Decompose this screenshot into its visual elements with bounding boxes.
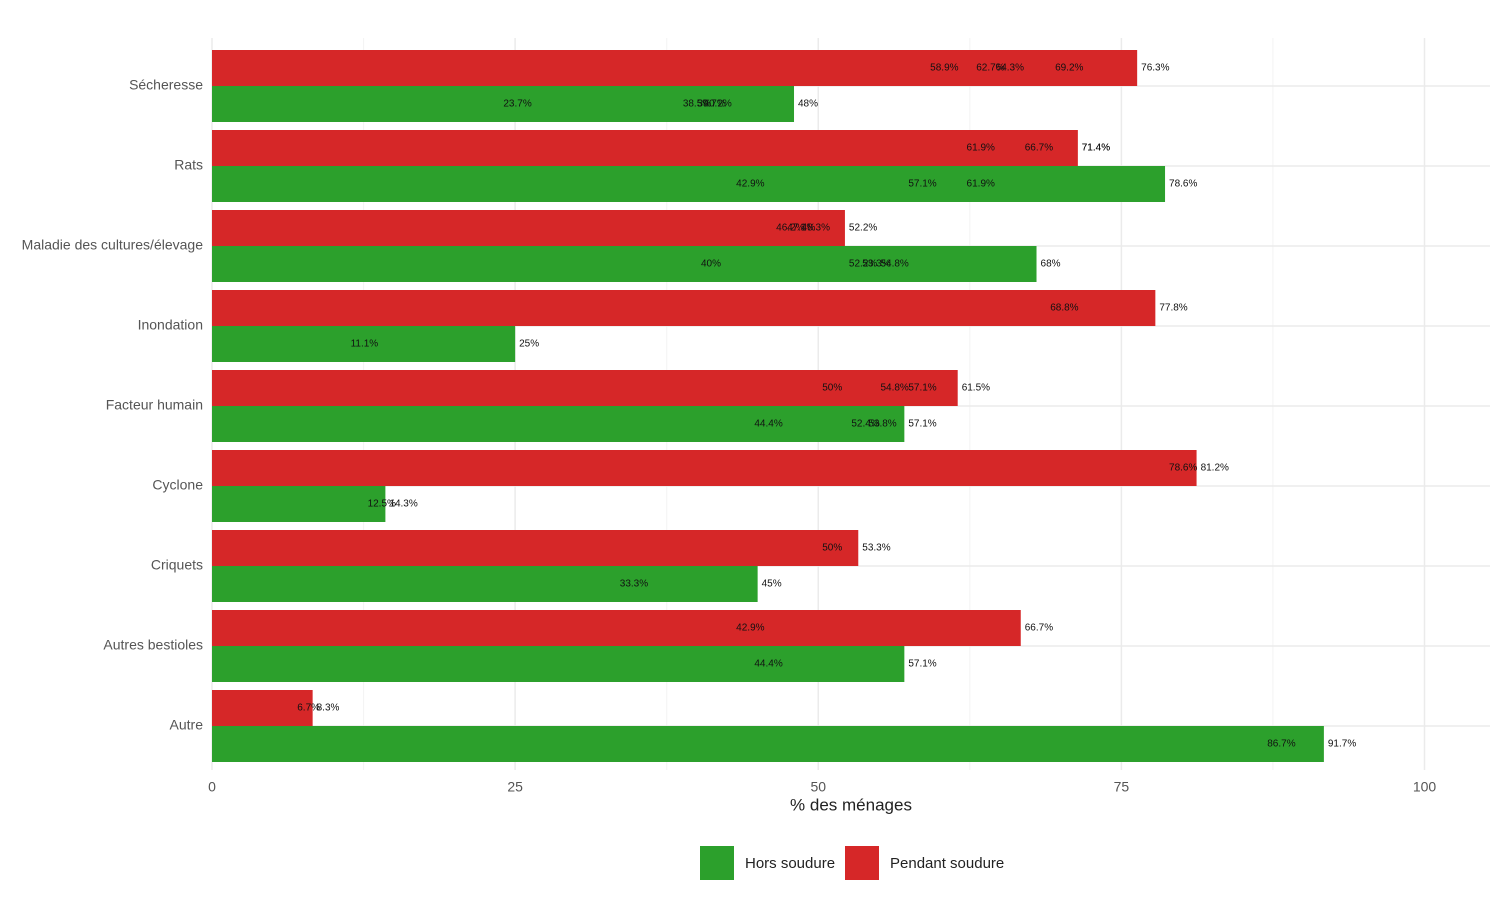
value-label: 61.9% [967, 143, 995, 154]
value-label: 25% [519, 339, 539, 350]
value-label: 53.3% [862, 259, 890, 270]
value-label: 12.5% [368, 499, 396, 510]
value-label: 11.1% [351, 339, 379, 350]
value-label: 39.7% [697, 99, 725, 110]
value-label: 61.9% [967, 179, 995, 190]
value-label: 57.1% [908, 659, 936, 670]
y-tick-label: Sécheresse [129, 77, 203, 93]
value-label: 44.4% [754, 659, 782, 670]
value-label: 45% [762, 579, 782, 590]
bar [212, 486, 386, 522]
y-tick-label: Rats [174, 157, 203, 173]
value-label: 52.4% [851, 419, 879, 430]
value-label: 46.2% [776, 223, 804, 234]
value-label: 40.2% [703, 99, 731, 110]
y-tick-label: Facteur humain [106, 397, 203, 413]
bar [212, 690, 313, 726]
value-label: 38.5% [683, 99, 711, 110]
bar [212, 130, 1078, 166]
bar [212, 646, 905, 682]
value-label: 42.9% [736, 623, 764, 634]
value-label: 50% [822, 543, 842, 554]
value-label: 52.2% [849, 223, 877, 234]
value-label: 47.1% [787, 223, 815, 234]
value-label: 14.3% [389, 499, 417, 510]
bar [212, 530, 859, 566]
value-label: 78.6% [1169, 179, 1197, 190]
bar [212, 86, 795, 122]
bar [212, 406, 905, 442]
bar [212, 726, 1324, 762]
x-axis-title: % des ménages [790, 795, 912, 814]
value-label: 6.7% [297, 703, 320, 714]
y-tick-label: Maladie des cultures/élevage [22, 237, 204, 253]
value-label: 42.9% [736, 179, 764, 190]
value-label: 58.9% [930, 63, 958, 74]
value-label: 76.3% [1141, 63, 1169, 74]
value-label: 68% [1041, 259, 1061, 270]
value-label: 77.8% [1159, 303, 1187, 314]
x-tick-label: 75 [1114, 779, 1130, 795]
bar [212, 210, 845, 246]
value-label: 53.3% [862, 543, 890, 554]
bar [212, 246, 1037, 282]
value-label: 48% [798, 99, 818, 110]
y-tick-label: Cyclone [152, 477, 203, 493]
value-label: 52.2% [849, 259, 877, 270]
value-label: 78.6% [1169, 463, 1197, 474]
value-label: 8.3% [317, 703, 340, 714]
value-label: 33.3% [620, 579, 648, 590]
value-label: 66.7% [1025, 143, 1053, 154]
value-label: 53.8% [868, 419, 896, 430]
legend-label: Hors soudure [745, 855, 835, 872]
legend-swatch [700, 846, 734, 880]
y-tick-label: Criquets [151, 557, 203, 573]
value-label: 61.5% [962, 383, 990, 394]
value-label: 71.4% [1082, 143, 1110, 154]
legend-label: Pendant soudure [890, 855, 1004, 872]
legend-swatch [845, 846, 879, 880]
value-label: 57.1% [908, 179, 936, 190]
value-label: 44.4% [754, 419, 782, 430]
value-label: 50% [822, 383, 842, 394]
value-label: 54.8% [880, 259, 908, 270]
y-tick-label: Autres bestioles [103, 637, 203, 653]
value-label: 66.7% [1025, 623, 1053, 634]
value-label: 23.7% [503, 99, 531, 110]
value-label: 54.8% [880, 383, 908, 394]
y-tick-label: Inondation [138, 317, 203, 333]
bar [212, 326, 516, 362]
value-label: 91.7% [1328, 739, 1356, 750]
x-tick-label: 100 [1413, 779, 1437, 795]
x-tick-label: 50 [810, 779, 826, 795]
value-label: 40% [701, 259, 721, 270]
bar [212, 370, 958, 406]
value-label: 64.3% [996, 63, 1024, 74]
value-label: 68.8% [1050, 303, 1078, 314]
value-label: 86.7% [1267, 739, 1295, 750]
bar [212, 166, 1166, 202]
bar [212, 290, 1156, 326]
y-tick-label: Autre [170, 717, 204, 733]
value-label: 69.2% [1055, 63, 1083, 74]
bar [212, 610, 1021, 646]
value-label: 57.1% [908, 419, 936, 430]
x-tick-label: 0 [208, 779, 216, 795]
value-label: 81.2% [1201, 463, 1229, 474]
bar [212, 450, 1197, 486]
value-label: 71.4% [1082, 143, 1110, 154]
x-tick-label: 25 [507, 779, 523, 795]
value-label: 57.1% [908, 383, 936, 394]
value-label: 48.3% [802, 223, 830, 234]
bar [212, 566, 758, 602]
bar [212, 50, 1138, 86]
value-label: 62.7% [976, 63, 1004, 74]
